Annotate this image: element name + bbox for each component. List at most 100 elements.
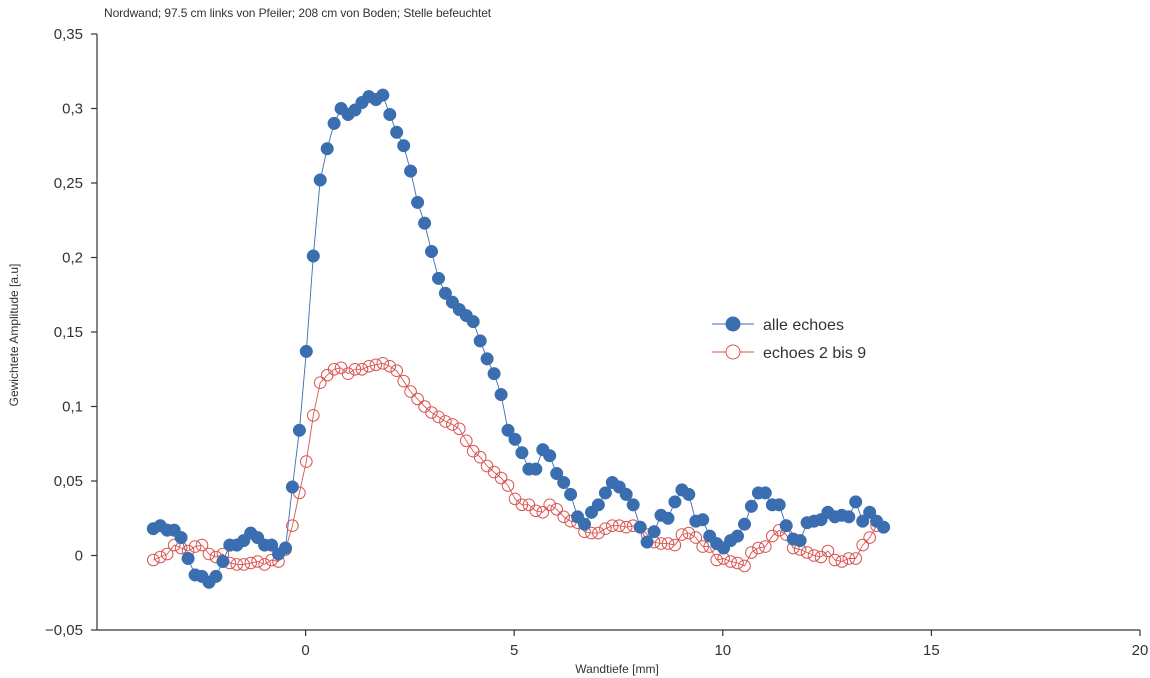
data-point-alle-echoes — [863, 505, 877, 519]
data-point-alle-echoes — [265, 538, 279, 552]
data-point-alle-echoes — [543, 449, 557, 463]
legend: alle echoes echoes 2 bis 9 — [712, 316, 866, 362]
data-point-alle-echoes — [577, 517, 592, 531]
data-point-echoes-2-bis-9 — [341, 367, 355, 381]
x-tick-label: 0 — [301, 642, 309, 659]
data-point-echoes-2-bis-9 — [863, 531, 877, 544]
data-point-echoes-2-bis-9 — [668, 538, 682, 552]
data-point-echoes-2-bis-9 — [856, 538, 870, 552]
data-point-echoes-2-bis-9 — [300, 455, 313, 468]
data-point-alle-echoes — [376, 88, 390, 102]
data-point-echoes-2-bis-9 — [710, 553, 724, 567]
data-point-alle-echoes — [856, 514, 870, 528]
data-point-alle-echoes — [529, 462, 543, 476]
data-point-alle-echoes — [779, 519, 793, 533]
data-point-echoes-2-bis-9 — [585, 526, 598, 540]
data-point-alle-echoes — [480, 352, 494, 366]
legend-label: echoes 2 bis 9 — [763, 345, 866, 362]
data-point-alle-echoes — [647, 525, 661, 539]
data-point-alle-echoes — [320, 142, 334, 156]
data-point-echoes-2-bis-9 — [369, 358, 383, 372]
chart-note: Nordwand; 97.5 cm links von Pfeiler; 208… — [104, 6, 492, 20]
y-tick-label: 0,05 — [54, 473, 83, 490]
data-point-alle-echoes — [494, 388, 508, 402]
data-point-alle-echoes — [487, 367, 501, 381]
data-point-echoes-2-bis-9 — [689, 531, 703, 544]
data-point-alle-echoes — [591, 498, 605, 512]
data-point-alle-echoes — [626, 498, 640, 512]
data-point-echoes-2-bis-9 — [383, 360, 397, 373]
data-point-echoes-2-bis-9 — [543, 498, 557, 512]
data-point-echoes-2-bis-9 — [849, 552, 863, 565]
data-point-alle-echoes — [411, 195, 425, 209]
data-point-alle-echoes — [696, 513, 710, 527]
data-point-echoes-2-bis-9 — [842, 552, 856, 565]
y-axis-title: Gewichtete Amplitude [a.u] — [7, 264, 21, 407]
data-point-echoes-2-bis-9 — [613, 519, 626, 533]
data-point-alle-echoes — [744, 499, 758, 513]
series-points — [146, 88, 891, 589]
data-point-echoes-2-bis-9 — [244, 556, 257, 570]
x-axis-title: Wandtiefe [mm] — [575, 662, 659, 676]
data-point-alle-echoes — [181, 551, 195, 566]
data-point-alle-echoes — [598, 486, 612, 500]
data-point-alle-echoes — [424, 244, 439, 259]
x-tick-label: 5 — [510, 642, 518, 659]
legend-marker — [725, 316, 741, 332]
data-point-echoes-2-bis-9 — [154, 550, 167, 564]
data-point-echoes-2-bis-9 — [258, 558, 271, 571]
data-point-alle-echoes — [557, 475, 571, 490]
data-point-alle-echoes — [772, 498, 786, 512]
data-point-echoes-2-bis-9 — [731, 556, 744, 570]
data-point-echoes-2-bis-9 — [390, 364, 404, 378]
data-point-alle-echoes — [438, 286, 452, 300]
data-point-echoes-2-bis-9 — [160, 547, 174, 561]
legend-marker — [725, 344, 741, 360]
data-point-alle-echoes — [216, 554, 230, 569]
data-point-alle-echoes — [390, 125, 404, 139]
data-point-echoes-2-bis-9 — [800, 546, 814, 559]
data-point-echoes-2-bis-9 — [460, 434, 473, 448]
data-point-echoes-2-bis-9 — [404, 385, 417, 398]
data-point-echoes-2-bis-9 — [515, 498, 529, 512]
data-point-echoes-2-bis-9 — [807, 549, 821, 562]
data-point-echoes-2-bis-9 — [355, 363, 369, 376]
y-tick-label: 0,25 — [54, 175, 83, 192]
data-point-alle-echoes — [849, 495, 863, 509]
data-point-echoes-2-bis-9 — [473, 450, 487, 464]
data-point-echoes-2-bis-9 — [529, 504, 543, 518]
data-point-echoes-2-bis-9 — [696, 540, 710, 553]
data-point-alle-echoes — [278, 541, 293, 555]
data-point-echoes-2-bis-9 — [147, 553, 160, 567]
y-tick-label: 0,1 — [62, 399, 83, 416]
data-point-echoes-2-bis-9 — [661, 537, 675, 550]
data-point-alle-echoes — [515, 446, 529, 460]
data-point-echoes-2-bis-9 — [446, 418, 459, 431]
x-tick-label: 10 — [714, 642, 731, 659]
data-point-alle-echoes — [292, 423, 306, 437]
data-point-echoes-2-bis-9 — [230, 558, 244, 571]
data-point-alle-echoes — [431, 271, 446, 285]
data-point-alle-echoes — [313, 173, 327, 187]
data-point-alle-echoes — [793, 534, 807, 548]
y-tick-label: 0 — [75, 548, 83, 565]
data-point-echoes-2-bis-9 — [536, 506, 550, 519]
data-point-echoes-2-bis-9 — [557, 510, 571, 524]
y-tick-label: 0,2 — [62, 250, 83, 267]
data-point-echoes-2-bis-9 — [195, 538, 209, 552]
data-point-echoes-2-bis-9 — [453, 422, 466, 436]
data-point-alle-echoes — [306, 249, 320, 263]
data-point-alle-echoes — [383, 107, 397, 122]
data-point-alle-echoes — [404, 164, 418, 178]
data-point-echoes-2-bis-9 — [362, 360, 376, 373]
y-tick-label: 0,15 — [54, 324, 83, 341]
data-point-echoes-2-bis-9 — [835, 555, 849, 568]
data-point-echoes-2-bis-9 — [188, 540, 202, 553]
data-point-echoes-2-bis-9 — [724, 555, 737, 568]
data-point-echoes-2-bis-9 — [501, 479, 515, 492]
data-point-alle-echoes — [564, 487, 578, 501]
data-point-echoes-2-bis-9 — [425, 406, 438, 419]
data-point-alle-echoes — [327, 116, 341, 130]
data-point-alle-echoes — [418, 216, 432, 230]
